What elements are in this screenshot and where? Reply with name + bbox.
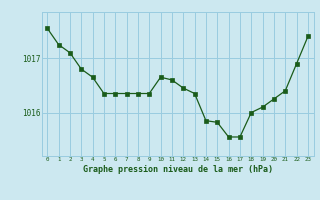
X-axis label: Graphe pression niveau de la mer (hPa): Graphe pression niveau de la mer (hPa) (83, 165, 273, 174)
